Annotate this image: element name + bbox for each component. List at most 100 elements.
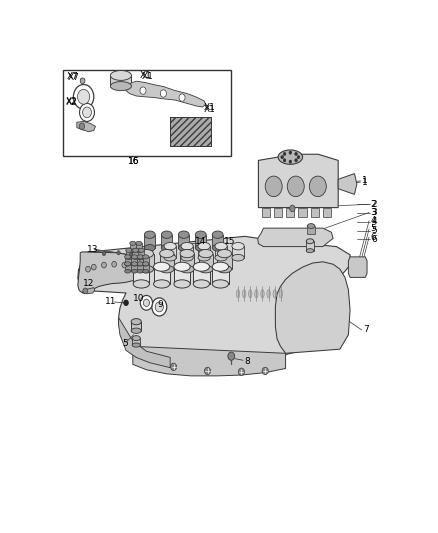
Ellipse shape [261, 290, 264, 298]
Text: 3: 3 [371, 208, 376, 217]
Bar [131, 322, 141, 330]
Circle shape [289, 160, 292, 163]
Polygon shape [126, 81, 206, 107]
Bar [136, 243, 142, 251]
Bar [215, 246, 227, 257]
Bar [180, 254, 194, 269]
Text: X7: X7 [67, 72, 79, 81]
Ellipse shape [125, 262, 131, 266]
Bar [164, 246, 176, 257]
Ellipse shape [181, 254, 193, 261]
Ellipse shape [161, 245, 172, 251]
Circle shape [140, 295, 152, 310]
Bar [195, 235, 206, 248]
Ellipse shape [243, 290, 246, 298]
Ellipse shape [136, 241, 142, 245]
Bar [232, 246, 244, 257]
Bar [143, 264, 149, 271]
Polygon shape [348, 257, 367, 277]
Ellipse shape [131, 328, 141, 334]
Circle shape [83, 107, 92, 118]
Circle shape [129, 253, 133, 257]
Bar [132, 338, 140, 345]
Circle shape [283, 152, 286, 156]
Circle shape [112, 261, 117, 267]
Text: 13: 13 [87, 245, 99, 254]
Bar [274, 207, 282, 216]
Ellipse shape [174, 280, 190, 288]
Text: 1: 1 [362, 176, 368, 185]
Polygon shape [338, 174, 357, 195]
Ellipse shape [139, 265, 154, 273]
Circle shape [289, 151, 292, 154]
Text: 8: 8 [245, 357, 251, 366]
Ellipse shape [180, 265, 194, 273]
Bar [131, 257, 138, 264]
Text: X1: X1 [141, 72, 153, 81]
Polygon shape [276, 262, 350, 353]
Bar [125, 257, 131, 264]
Ellipse shape [138, 256, 145, 260]
Ellipse shape [137, 269, 143, 273]
Bar [138, 251, 145, 257]
Bar [159, 254, 174, 269]
Ellipse shape [131, 319, 141, 325]
Bar [132, 251, 138, 257]
Bar [307, 226, 315, 235]
Ellipse shape [125, 255, 131, 259]
Ellipse shape [143, 262, 149, 266]
Polygon shape [258, 228, 333, 247]
Ellipse shape [164, 254, 176, 261]
Ellipse shape [137, 262, 143, 266]
Text: 2: 2 [371, 200, 377, 209]
Text: 5: 5 [122, 340, 128, 349]
Polygon shape [78, 236, 350, 360]
Ellipse shape [136, 249, 142, 253]
Circle shape [102, 262, 106, 268]
Ellipse shape [133, 262, 149, 271]
Text: 4: 4 [371, 217, 377, 226]
Polygon shape [258, 154, 338, 207]
Ellipse shape [307, 224, 315, 229]
Circle shape [80, 78, 85, 84]
Ellipse shape [178, 245, 189, 251]
Ellipse shape [254, 290, 258, 298]
Circle shape [265, 176, 282, 197]
Circle shape [281, 156, 283, 159]
Text: X1: X1 [140, 71, 152, 80]
Bar [143, 257, 149, 264]
Ellipse shape [215, 243, 227, 250]
Bar [137, 264, 143, 271]
Text: 6: 6 [371, 232, 376, 241]
Bar [131, 264, 138, 271]
Ellipse shape [217, 249, 232, 257]
Ellipse shape [212, 231, 223, 238]
Circle shape [287, 176, 304, 197]
Text: 7: 7 [363, 326, 369, 334]
Bar [170, 117, 211, 146]
Ellipse shape [143, 262, 149, 266]
Ellipse shape [237, 290, 240, 298]
Ellipse shape [212, 262, 229, 271]
Circle shape [155, 302, 163, 312]
Ellipse shape [126, 256, 132, 260]
Ellipse shape [133, 280, 149, 288]
Polygon shape [77, 122, 95, 132]
Ellipse shape [198, 243, 210, 250]
Text: 11: 11 [105, 297, 117, 306]
Bar [174, 266, 190, 284]
Bar [139, 254, 154, 269]
Circle shape [228, 352, 235, 360]
Circle shape [143, 299, 149, 306]
Circle shape [238, 368, 244, 375]
Ellipse shape [267, 290, 270, 298]
Ellipse shape [159, 265, 174, 273]
Bar [262, 207, 270, 216]
Circle shape [179, 94, 185, 101]
Circle shape [170, 363, 177, 370]
Ellipse shape [193, 262, 209, 271]
Ellipse shape [181, 243, 193, 250]
Circle shape [117, 251, 120, 255]
Ellipse shape [215, 254, 227, 261]
Ellipse shape [278, 150, 303, 164]
